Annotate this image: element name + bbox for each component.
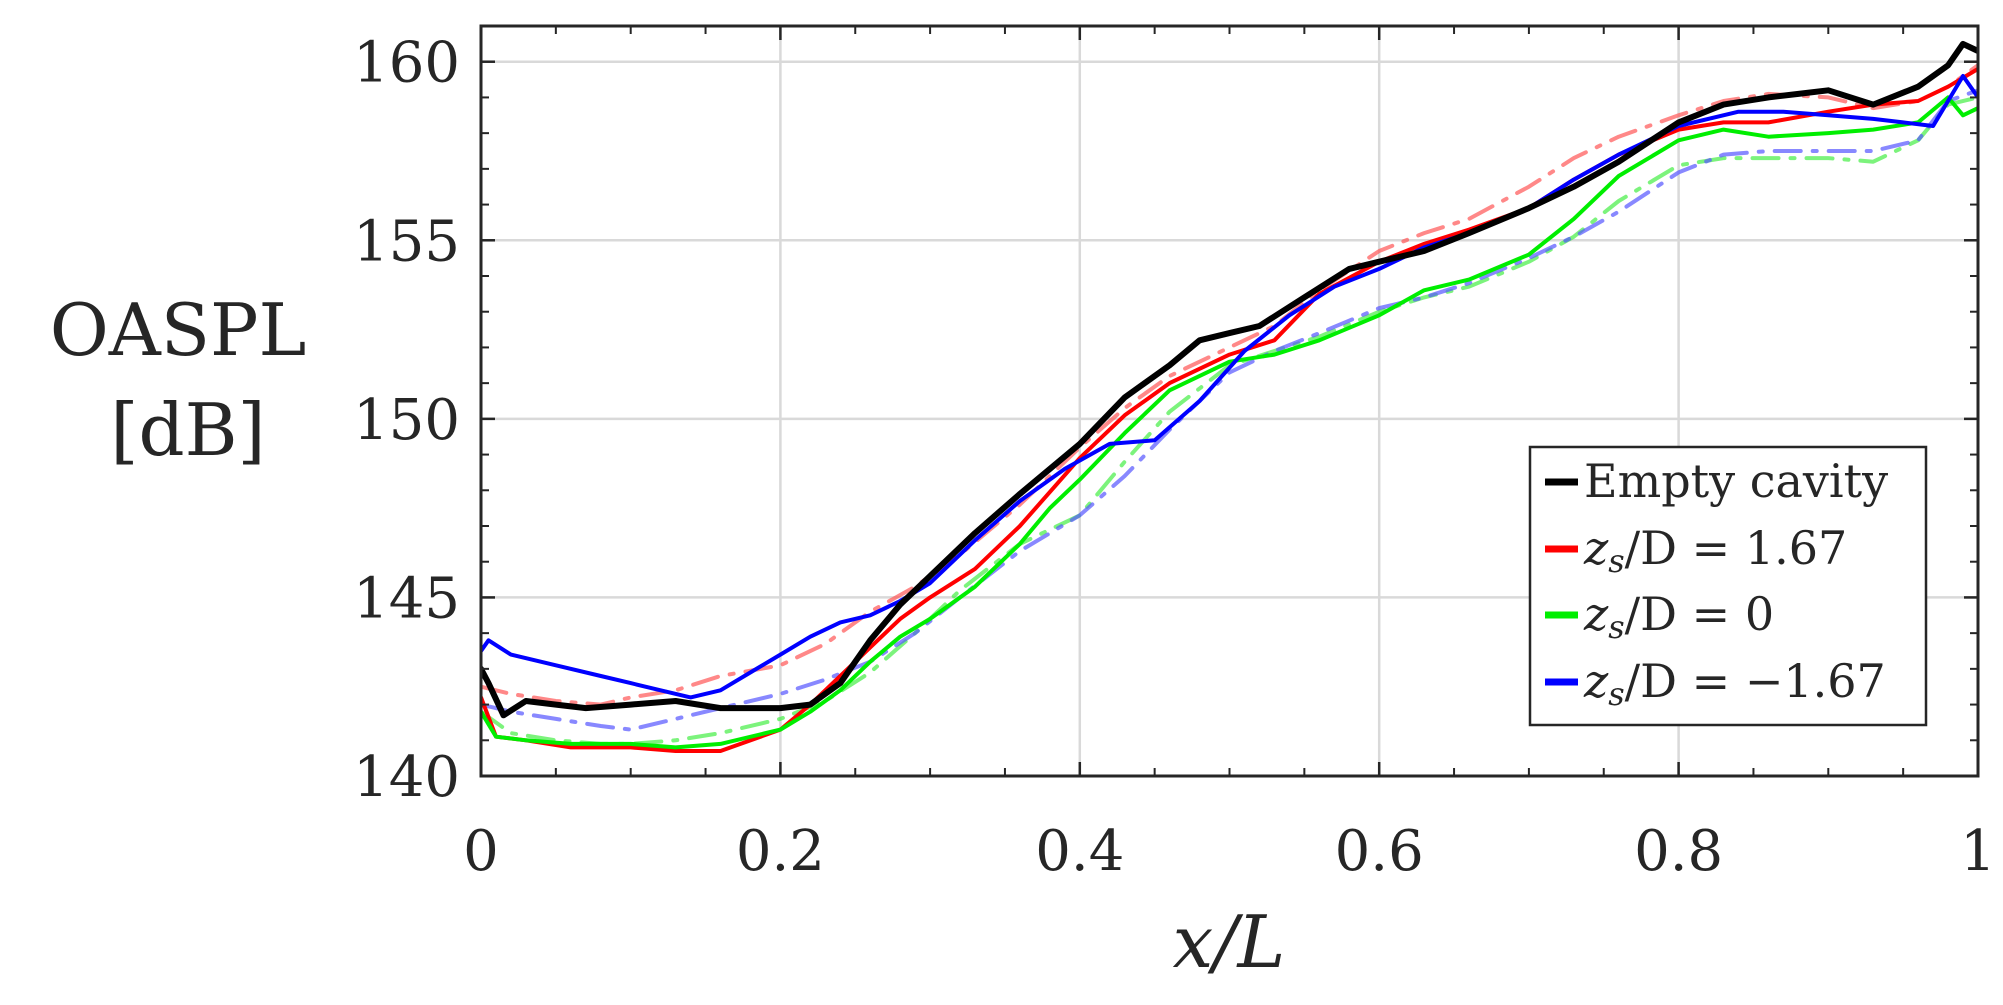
x-tick-label: 0.4: [1035, 819, 1124, 884]
x-tick-label: 0.8: [1634, 819, 1723, 884]
legend: Empty cavity zs/D = 1.67 zs/D = 0 zs/D = −1…: [1528, 445, 1928, 727]
legend-box: [1528, 445, 1928, 727]
series-line-0: [481, 40, 1978, 719]
x-axis-label: x/L: [1173, 900, 1286, 984]
y-axis-label-line1: OASPL: [50, 288, 307, 372]
legend-label: Empty cavity: [1584, 454, 1888, 508]
series-line-1: [481, 66, 1978, 753]
legend-label: zs/D = −1.67: [1583, 654, 1886, 713]
axis-ticks: [479, 26, 1980, 778]
x-tick-label: 1: [1960, 819, 1996, 884]
series-layer: [481, 40, 1978, 753]
y-axis-label-line2: [dB]: [110, 388, 265, 472]
y-tick-label: 140: [353, 745, 460, 810]
y-tick-label: 160: [353, 31, 460, 96]
legend-label: zs/D = 1.67: [1583, 521, 1847, 580]
x-tick-label: 0.6: [1335, 819, 1424, 884]
series-line-5: [481, 74, 1978, 700]
series-line-3: [481, 95, 1978, 750]
y-tick-label: 155: [353, 209, 460, 274]
x-tick-label: 0: [463, 819, 499, 884]
legend-label: zs/D = 0: [1583, 587, 1774, 646]
x-tick-label: 0.2: [736, 819, 825, 884]
y-tick-label: 145: [353, 566, 460, 631]
y-tick-label: 150: [353, 388, 460, 453]
series-line-6: [481, 88, 1978, 732]
tick-labels: 0 0.2 0.4 0.6 0.8 1 140 145 150 155 160: [353, 31, 1996, 884]
series-line-2: [481, 63, 1978, 707]
